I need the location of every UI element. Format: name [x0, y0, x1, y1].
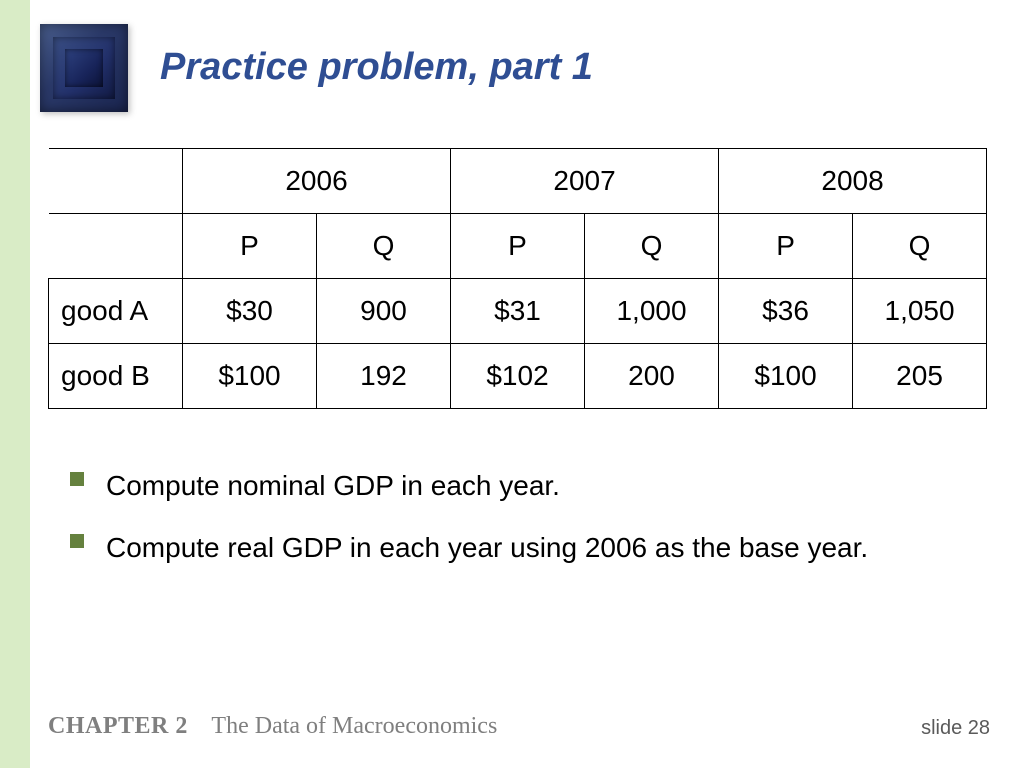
table-row: good B $100 192 $102 200 $100 205 — [49, 344, 987, 409]
table-cell: $100 — [183, 344, 317, 409]
left-sidebar — [0, 0, 30, 768]
slide-content: Practice problem, part 1 2006 2007 2008 … — [30, 0, 1024, 768]
logo-frame-icon — [40, 24, 128, 112]
chapter-footer: CHAPTER 2 The Data of Macroeconomics — [48, 713, 497, 740]
subcol-header: Q — [585, 214, 719, 279]
table-year-row: 2006 2007 2008 — [49, 149, 987, 214]
table-cell: 900 — [317, 279, 451, 344]
table-cell: 192 — [317, 344, 451, 409]
subcol-header: P — [183, 214, 317, 279]
table-cell: $100 — [719, 344, 853, 409]
table-cell: 205 — [853, 344, 987, 409]
chapter-title: The Data of Macroeconomics — [211, 713, 497, 739]
bullet-list: Compute nominal GDP in each year. Comput… — [70, 468, 990, 593]
row-label: good A — [49, 279, 183, 344]
chapter-label: CHAPTER 2 — [48, 713, 188, 739]
subcol-header: P — [719, 214, 853, 279]
data-table: 2006 2007 2008 P Q P Q P Q good A $30 90… — [48, 148, 986, 409]
table-cell: $36 — [719, 279, 853, 344]
table-cell: 1,000 — [585, 279, 719, 344]
table-cell: 1,050 — [853, 279, 987, 344]
table-cell: 200 — [585, 344, 719, 409]
row-label: good B — [49, 344, 183, 409]
table-pq-row: P Q P Q P Q — [49, 214, 987, 279]
slide-number: slide 28 — [921, 717, 990, 740]
subcol-header: Q — [317, 214, 451, 279]
slide-title: Practice problem, part 1 — [160, 46, 593, 89]
table-cell: $31 — [451, 279, 585, 344]
table-corner-cell — [49, 149, 183, 214]
year-header: 2007 — [451, 149, 719, 214]
slide-logo — [40, 24, 128, 112]
table-row: good A $30 900 $31 1,000 $36 1,050 — [49, 279, 987, 344]
table-cell: $30 — [183, 279, 317, 344]
table-cell: $102 — [451, 344, 585, 409]
bullet-item: Compute nominal GDP in each year. — [70, 468, 990, 504]
bullet-item: Compute real GDP in each year using 2006… — [70, 530, 990, 566]
year-header: 2006 — [183, 149, 451, 214]
subcol-header: Q — [853, 214, 987, 279]
table-corner-cell — [49, 214, 183, 279]
subcol-header: P — [451, 214, 585, 279]
year-header: 2008 — [719, 149, 987, 214]
